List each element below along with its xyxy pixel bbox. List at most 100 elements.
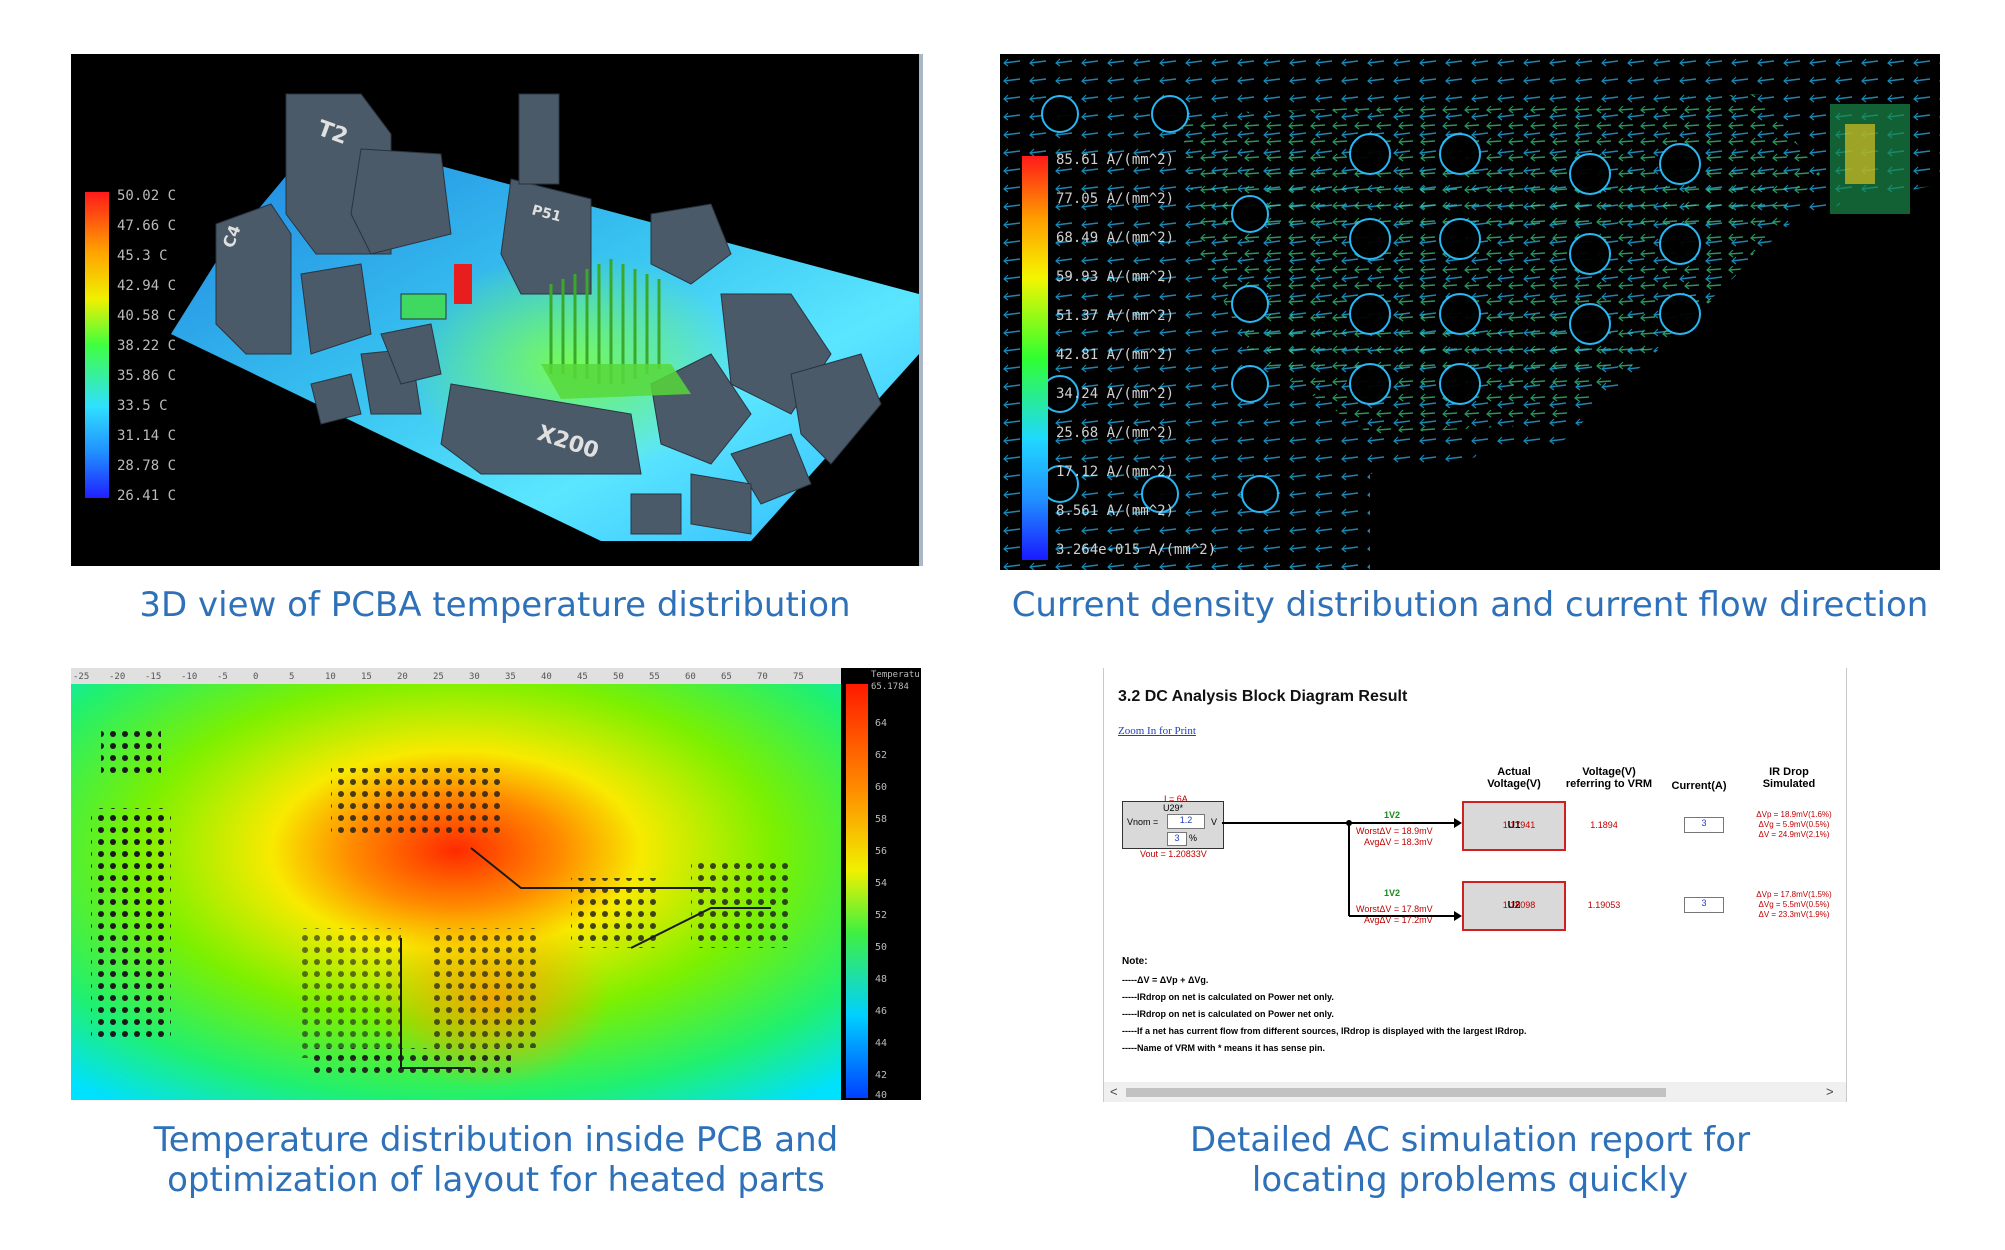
legend-title: Temperature(C) <box>871 670 921 680</box>
header-vrm: Voltage(V) referring to VRM <box>1559 766 1659 790</box>
header-actual: Actual Voltage(V) <box>1474 766 1554 790</box>
tolerance-unit: % <box>1189 833 1198 843</box>
scroll-thumb[interactable] <box>1126 1088 1666 1097</box>
load-block-u1[interactable]: U1 <box>1462 801 1566 851</box>
header-current: Current(A) <box>1671 780 1727 792</box>
ruler-tick: -15 <box>145 672 161 682</box>
legend-value: 35.86 C <box>117 368 176 384</box>
worst-drop: WorstΔV = 17.8mV <box>1356 904 1433 914</box>
vrm-box: U29* Vnom = 1.2 V 3 % <box>1122 801 1224 849</box>
caption-dc-report: Detailed AC simulation report for locati… <box>1000 1120 1940 1200</box>
caption-line: optimization of layout for heated parts <box>167 1160 825 1200</box>
pcba-3d-render: T2 C4 P51 X200 50.02 C 47.66 C 45.3 C 42… <box>85 93 919 541</box>
legend-value: 50 <box>875 942 887 953</box>
header-line: Actual <box>1497 766 1531 778</box>
net-name: 1V2 <box>1384 810 1401 820</box>
avg-drop: AvgΔV = 18.3mV <box>1364 837 1433 847</box>
legend-value: 77.05 A/(mm^2) <box>1056 191 1174 207</box>
ruler-tick: 25 <box>433 672 444 682</box>
current-input[interactable]: 3 <box>1684 897 1724 913</box>
ruler-tick: 35 <box>505 672 516 682</box>
ir-line: ΔVg = 5.5mV(0.5%) <box>1758 900 1830 909</box>
ruler-tick: 55 <box>649 672 660 682</box>
legend-value: 34.24 A/(mm^2) <box>1056 386 1174 402</box>
note-item: -----IRdrop on net is calculated on Powe… <box>1122 1009 1334 1019</box>
legend-value: 17.12 A/(mm^2) <box>1056 464 1174 480</box>
caption-current-density: Current density distribution and current… <box>1011 585 1929 625</box>
legend-value: 31.14 C <box>117 428 176 444</box>
ruler <box>71 668 841 684</box>
ruler-tick: 0 <box>253 672 258 682</box>
pcb-temperature-view: -25 -20 -15 -10 -5 0 5 10 15 20 25 30 35… <box>71 668 921 1100</box>
ruler-tick: 70 <box>757 672 768 682</box>
legend-value: 42.94 C <box>117 278 176 294</box>
header-irdrop: IR Drop Simulated <box>1744 766 1834 790</box>
pcb-temperature-render: -25 -20 -15 -10 -5 0 5 10 15 20 25 30 35… <box>71 668 921 1100</box>
zoom-link[interactable]: Zoom In for Print <box>1118 725 1196 737</box>
caption-line: Detailed AC simulation report for <box>1189 1120 1751 1160</box>
note-item: -----IRdrop on net is calculated on Powe… <box>1122 992 1334 1002</box>
legend-value: 45.3 C <box>117 248 168 264</box>
current-input[interactable]: 3 <box>1684 817 1724 833</box>
legend-value: 68.49 A/(mm^2) <box>1056 230 1174 246</box>
legend-value: 60 <box>875 782 887 793</box>
caption-pcba-3d: 3D view of PCBA temperature distribution <box>139 585 851 625</box>
ir-line: ΔVg = 5.9mV(0.5%) <box>1758 820 1830 829</box>
ruler-tick: 5 <box>289 672 294 682</box>
ir-line: ΔVp = 18.9mV(1.6%) <box>1756 810 1832 819</box>
legend-value: 51.37 A/(mm^2) <box>1056 308 1174 324</box>
legend-value: 25.68 A/(mm^2) <box>1056 425 1174 441</box>
header-line: IR Drop <box>1769 766 1809 778</box>
current-density-render: 85.61 A/(mm^2) 77.05 A/(mm^2) 68.49 A/(m… <box>1000 54 1940 570</box>
legend-value: 46 <box>875 1006 887 1017</box>
note-item: -----ΔV = ΔVp + ΔVg. <box>1122 975 1209 985</box>
dc-analysis-report: 3.2 DC Analysis Block Diagram Result Zoo… <box>1103 668 1847 1102</box>
pcba-3d-view: T2 C4 P51 X200 50.02 C 47.66 C 45.3 C 42… <box>71 54 923 566</box>
legend-value: 3.264e-015 A/(mm^2) <box>1056 542 1216 558</box>
ir-line: ΔVp = 17.8mV(1.5%) <box>1756 890 1832 899</box>
legend-value: 38.22 C <box>117 338 176 354</box>
ruler-tick: 65 <box>721 672 732 682</box>
legend-value: 85.61 A/(mm^2) <box>1056 152 1174 168</box>
ruler-tick: 15 <box>361 672 372 682</box>
pcb-temp-legend-bar <box>846 684 868 1098</box>
ruler-tick: -5 <box>217 672 228 682</box>
note-item: -----If a net has current flow from diff… <box>1122 1026 1527 1036</box>
worst-drop: WorstΔV = 18.9mV <box>1356 826 1433 836</box>
tolerance-input[interactable]: 3 <box>1167 832 1187 846</box>
note-title: Note: <box>1122 956 1148 967</box>
legend-value: 33.5 C <box>117 398 168 414</box>
caption-line: Temperature distribution inside PCB and <box>153 1120 839 1160</box>
ruler-tick: 75 <box>793 672 804 682</box>
load-block-u2[interactable]: U2 <box>1462 881 1566 931</box>
report-title: 3.2 DC Analysis Block Diagram Result <box>1118 688 1408 705</box>
ir-drop-values: ΔVp = 17.8mV(1.5%) ΔVg = 5.5mV(0.5%) ΔV … <box>1744 890 1844 920</box>
vnom-input[interactable]: 1.2 <box>1167 814 1205 829</box>
caption-line: locating problems quickly <box>1251 1160 1689 1200</box>
horizontal-scrollbar[interactable]: < > <box>1104 1082 1846 1102</box>
header-line: Voltage(V) <box>1487 778 1541 790</box>
legend-value: 59.93 A/(mm^2) <box>1056 269 1174 285</box>
note-item: -----Name of VRM with * means it has sen… <box>1122 1043 1326 1053</box>
net-name: 1V2 <box>1384 888 1401 898</box>
legend-value: 56 <box>875 846 887 857</box>
legend-value: 50.02 C <box>117 188 176 204</box>
legend-value: 48 <box>875 974 887 985</box>
legend-value: 28.78 C <box>117 458 176 474</box>
ir-line: ΔV = 24.9mV(2.1%) <box>1758 830 1830 839</box>
ir-drop-values: ΔVp = 18.9mV(1.6%) ΔVg = 5.9mV(0.5%) ΔV … <box>1744 810 1844 840</box>
scroll-left-arrow[interactable]: < <box>1110 1084 1118 1099</box>
scroll-right-arrow[interactable]: > <box>1826 1084 1834 1099</box>
ruler-tick: -10 <box>181 672 197 682</box>
avg-drop: AvgΔV = 17.2mV <box>1364 915 1433 925</box>
ruler-tick: -25 <box>73 672 89 682</box>
vrm-vout: Vout = 1.20833V <box>1140 849 1207 859</box>
legend-value: 52 <box>875 910 887 921</box>
vrm-voltage: 1.1894 <box>1590 820 1618 830</box>
ruler-tick: 30 <box>469 672 480 682</box>
vrm-voltage: 1.19053 <box>1587 900 1621 910</box>
legend-value: 40.58 C <box>117 308 176 324</box>
header-line: referring to VRM <box>1565 778 1653 790</box>
legend-value: 64 <box>875 718 887 729</box>
legend-value: 44 <box>875 1038 887 1049</box>
